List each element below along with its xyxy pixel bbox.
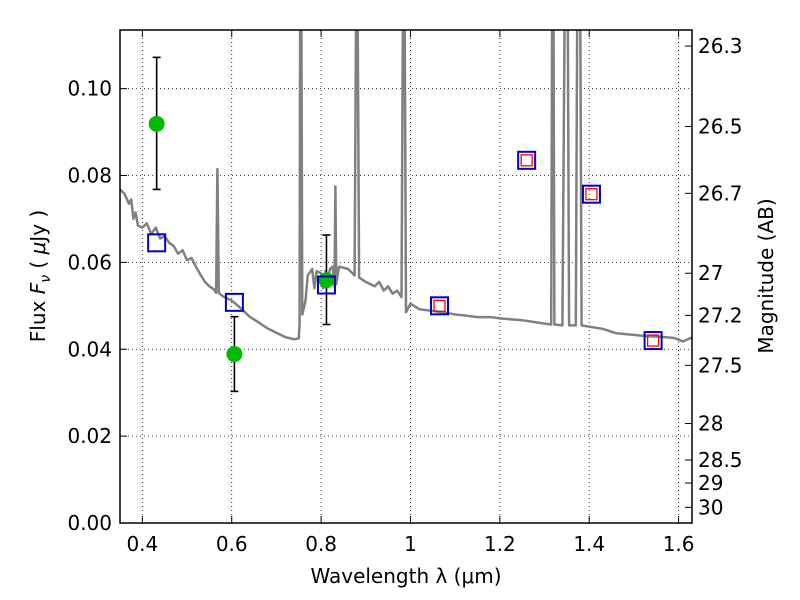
y-axis-label-mu: μ — [26, 242, 50, 256]
y2-tick-label: 26.7 — [698, 181, 743, 205]
x-tick-label: 1 — [404, 532, 417, 556]
x-tick-label: 1.2 — [484, 532, 516, 556]
y-tick-label: 0.00 — [67, 511, 112, 535]
y2-tick-label: 27.5 — [698, 353, 743, 377]
x-tick-label: 0.6 — [216, 532, 248, 556]
upper-limit-square — [520, 154, 533, 167]
observed-flux-point — [318, 272, 335, 289]
y-tick-label: 0.08 — [67, 164, 112, 188]
y-tick-label: 0.10 — [67, 77, 112, 101]
model-flux-square — [643, 331, 663, 351]
y-tick-label: 0.06 — [67, 250, 112, 274]
y2-tick-label: 28 — [698, 412, 723, 436]
x-tick-label: 0.8 — [305, 532, 337, 556]
y-axis-label-subscript: ν — [38, 275, 54, 283]
y2-tick-label: 30 — [698, 495, 723, 519]
y2-tick-label: 27 — [698, 261, 723, 285]
model-flux-square — [316, 275, 336, 295]
model-flux-square — [581, 184, 601, 204]
observed-flux-point — [226, 346, 243, 363]
y-axis-label: Flux Fν ( μJy ) — [26, 210, 54, 342]
y-axis-label-unit: Jy ) — [26, 210, 50, 244]
observed-flux-point — [148, 115, 165, 132]
y-axis-label-mid: ( — [26, 254, 50, 275]
y-tick-label: 0.02 — [67, 424, 112, 448]
y2-tick-label: 27.2 — [698, 303, 743, 327]
x-axis-label: Wavelength λ (μm) — [310, 564, 501, 588]
y-tick-label: 0.04 — [67, 337, 112, 361]
axis-ticks: 0.4 0.6 0.8 1 1.2 1.4 1.6 0.00 0.02 0.04 0.06 0.08 0… — [67, 30, 743, 556]
upper-limit-square — [585, 188, 598, 201]
y2-tick-label: 26.3 — [698, 34, 743, 58]
y-axis-label-symbol: F — [26, 282, 50, 294]
y2-tick-label: 28.5 — [698, 448, 743, 472]
upper-limit-square — [433, 299, 446, 312]
x-tick-label: 1.4 — [573, 532, 605, 556]
model-flux-square — [430, 296, 450, 316]
x-tick-label: 0.4 — [126, 532, 158, 556]
upper-limit-square — [646, 334, 660, 347]
y-axis-label-prefix: Flux — [26, 294, 50, 342]
model-flux-square — [517, 150, 537, 170]
x-tick-label: 1.6 — [663, 532, 695, 556]
model-flux-square — [224, 292, 244, 312]
plot-frame — [119, 29, 693, 524]
y2-tick-label: 26.5 — [698, 114, 743, 138]
y2-axis-label: Magnitude (AB) — [754, 198, 778, 353]
sed-model-line — [120, 30, 692, 343]
plot-area — [120, 30, 692, 393]
model-flux-square — [147, 233, 167, 253]
y2-tick-label: 29 — [698, 471, 723, 495]
